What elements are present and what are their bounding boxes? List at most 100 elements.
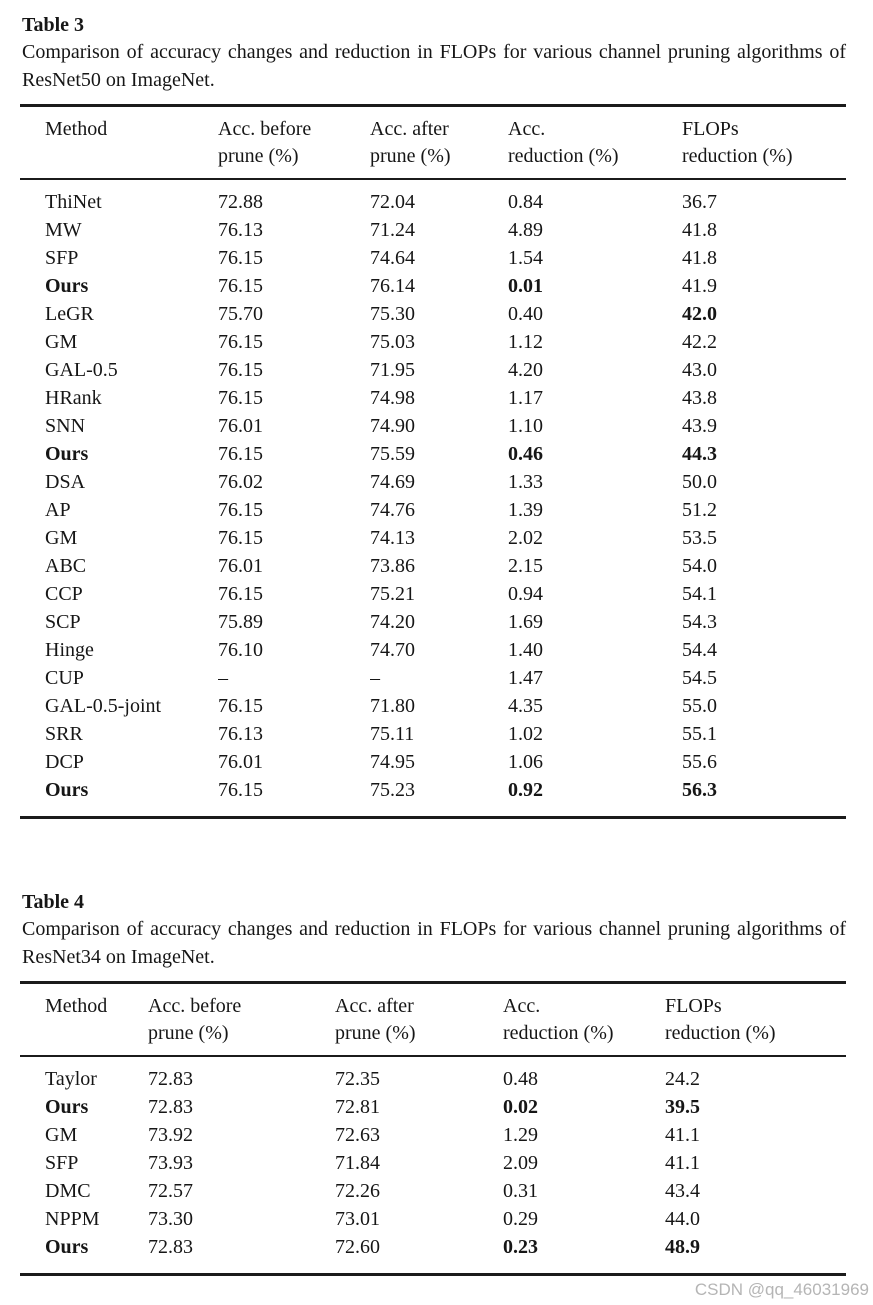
table-row: CUP – – 1.47 54.5	[20, 664, 846, 692]
cell: 54.1	[682, 583, 717, 605]
cell: 74.69	[370, 471, 415, 493]
column-header: Method	[20, 105, 218, 180]
table-row: Ours 76.15 76.14 0.01 41.9	[20, 272, 846, 300]
table-body: ThiNet 72.88 72.04 0.84 36.7 MW 76.13 71.24 4.89…	[20, 179, 846, 818]
cell: 72.63	[335, 1124, 380, 1146]
cell: 74.70	[370, 639, 415, 661]
cell: 75.89	[218, 611, 263, 633]
cell: 54.4	[682, 639, 717, 661]
table-row: DMC 72.57 72.26 0.31 43.4	[20, 1177, 846, 1205]
cell: DMC	[45, 1180, 91, 1202]
cell: 72.83	[148, 1096, 193, 1118]
table-row: GAL-0.5 76.15 71.95 4.20 43.0	[20, 356, 846, 384]
cell: Ours	[45, 443, 89, 465]
cell: 76.15	[218, 359, 263, 381]
cell: 43.0	[682, 359, 717, 381]
cell: GM	[45, 527, 78, 549]
table-row: Taylor 72.83 72.35 0.48 24.2	[20, 1056, 846, 1093]
cell: Ours	[45, 1236, 89, 1258]
column-header: Acc. reduction (%)	[508, 105, 682, 180]
cell: CCP	[45, 583, 83, 605]
cell: 72.83	[148, 1236, 193, 1258]
cell: 75.21	[370, 583, 415, 605]
column-header: Acc. reduction (%)	[503, 982, 665, 1057]
table-row: SNN 76.01 74.90 1.10 43.9	[20, 412, 846, 440]
cell: 76.13	[218, 723, 263, 745]
cell: 72.26	[335, 1180, 380, 1202]
table-row: GAL-0.5-joint 76.15 71.80 4.35 55.0	[20, 692, 846, 720]
cell: 72.57	[148, 1180, 193, 1202]
cell: 73.93	[148, 1152, 193, 1174]
cell: 41.1	[665, 1152, 700, 1174]
cell: CUP	[45, 667, 84, 689]
cell: 0.84	[508, 191, 543, 213]
cell: 0.31	[503, 1180, 538, 1202]
cell: 71.84	[335, 1152, 380, 1174]
column-header: Acc. before prune (%)	[148, 982, 335, 1057]
cell: 1.69	[508, 611, 543, 633]
cell: 2.02	[508, 527, 543, 549]
cell: 75.11	[370, 723, 415, 745]
cell: –	[218, 667, 228, 689]
cell: 76.15	[218, 443, 263, 465]
cell: 0.48	[503, 1068, 538, 1090]
table-row: SCP 75.89 74.20 1.69 54.3	[20, 608, 846, 636]
cell: 76.15	[218, 247, 263, 269]
cell: 76.15	[218, 583, 263, 605]
cell: 76.15	[218, 499, 263, 521]
cell: 42.0	[682, 303, 717, 325]
cell: 73.01	[335, 1208, 380, 1230]
table-header: Method Acc. before prune (%) Acc. after prun…	[20, 105, 846, 180]
table-row: NPPM 73.30 73.01 0.29 44.0	[20, 1205, 846, 1233]
cell: SCP	[45, 611, 81, 633]
cell: 54.5	[682, 667, 717, 689]
cell: 0.94	[508, 583, 543, 605]
cell: 71.95	[370, 359, 415, 381]
cell: 1.47	[508, 667, 543, 689]
table-4-section: Table 4 Comparison of accuracy changes a…	[20, 877, 846, 1276]
cell: 1.39	[508, 499, 543, 521]
table-3-section: Table 3 Comparison of accuracy changes a…	[20, 0, 846, 819]
cell: 76.01	[218, 555, 263, 577]
cell: HRank	[45, 387, 102, 409]
cell: 74.90	[370, 415, 415, 437]
cell: 1.02	[508, 723, 543, 745]
cell: ABC	[45, 555, 87, 577]
table-row: DSA 76.02 74.69 1.33 50.0	[20, 468, 846, 496]
cell: 0.23	[503, 1236, 538, 1258]
cell: GAL-0.5	[45, 359, 118, 381]
cell: Hinge	[45, 639, 94, 661]
cell: SNN	[45, 415, 86, 437]
cell: 1.40	[508, 639, 543, 661]
cell: 72.83	[148, 1068, 193, 1090]
data-table: Method Acc. before prune (%) Acc. after prun…	[20, 104, 846, 819]
cell: 0.01	[508, 275, 543, 297]
cell: 2.15	[508, 555, 543, 577]
cell: 76.15	[218, 779, 263, 801]
column-header: FLOPs reduction (%)	[665, 982, 846, 1057]
cell: 76.15	[218, 695, 263, 717]
cell: 43.4	[665, 1180, 700, 1202]
cell: 55.1	[682, 723, 717, 745]
table-row: SFP 76.15 74.64 1.54 41.8	[20, 244, 846, 272]
cell: 53.5	[682, 527, 717, 549]
data-table: Method Acc. before prune (%) Acc. after prun…	[20, 981, 846, 1276]
header-row: Method Acc. before prune (%) Acc. after prun…	[20, 982, 846, 1057]
cell: NPPM	[45, 1208, 100, 1230]
cell: 72.81	[335, 1096, 380, 1118]
cell: 41.8	[682, 219, 717, 241]
table-header: Method Acc. before prune (%) Acc. after prun…	[20, 982, 846, 1057]
cell: 4.35	[508, 695, 543, 717]
cell: 1.17	[508, 387, 543, 409]
cell: 0.92	[508, 779, 543, 801]
cell: 74.20	[370, 611, 415, 633]
cell: 74.76	[370, 499, 415, 521]
cell: 50.0	[682, 471, 717, 493]
cell: Ours	[45, 1096, 89, 1118]
cell: 74.64	[370, 247, 415, 269]
cell: 73.92	[148, 1124, 193, 1146]
table-row: Ours 76.15 75.23 0.92 56.3	[20, 776, 846, 818]
cell: GAL-0.5-joint	[45, 695, 162, 717]
cell: Ours	[45, 275, 89, 297]
